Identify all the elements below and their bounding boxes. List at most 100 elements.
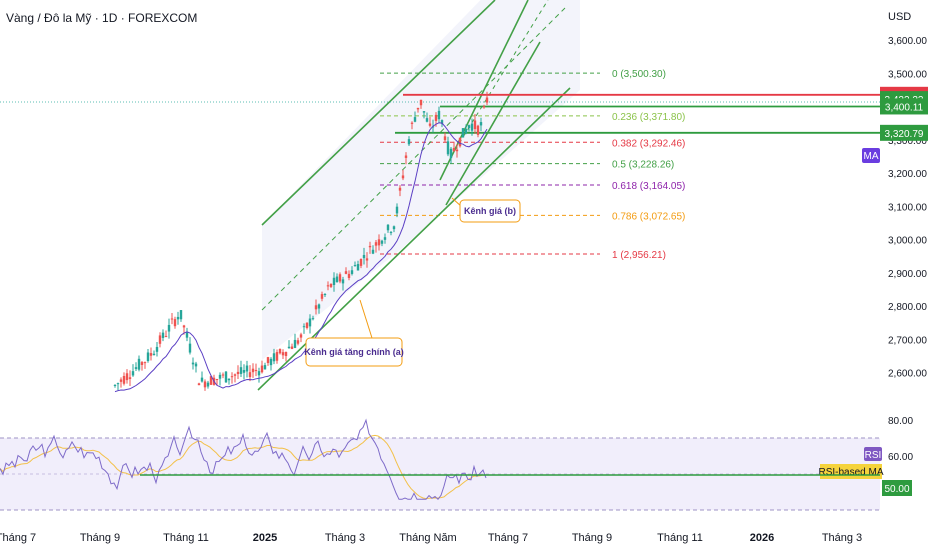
price-tick: 2,600.00: [888, 369, 927, 380]
candle-body: [482, 106, 486, 108]
candle-body: [119, 379, 123, 382]
ma-line: [114, 122, 488, 393]
candle-body: [416, 107, 420, 110]
candle-body: [455, 149, 459, 152]
callout-b[interactable]: Kênh giá (b): [451, 197, 521, 223]
time-tick: Tháng 9: [572, 532, 612, 544]
callout-a-text: Kênh giá tăng chính (a): [304, 347, 404, 357]
trendline-upper[interactable]: [261, 0, 496, 226]
time-tick: 2026: [750, 532, 774, 544]
candle-body: [176, 316, 180, 320]
callout-a[interactable]: Kênh giá tăng chính (a): [304, 299, 404, 367]
candle-body: [461, 128, 465, 138]
candle-body: [473, 120, 477, 130]
candle-body: [203, 381, 207, 388]
candle-body: [296, 340, 300, 344]
candle-body: [218, 374, 222, 379]
fib-label: 0.236 (3,371.80): [612, 112, 685, 123]
candle-body: [191, 362, 195, 365]
time-tick: Tháng 11: [163, 532, 209, 544]
candle-body: [188, 343, 192, 353]
candle-body: [122, 376, 126, 384]
candle-body: [479, 122, 483, 126]
candle-body: [371, 249, 375, 254]
time-tick: Tháng 3: [822, 532, 862, 544]
time-tick: Tháng 9: [80, 532, 120, 544]
price-tag: [880, 98, 928, 115]
candle-body: [422, 111, 426, 113]
candle-body: [116, 383, 120, 385]
candle-body: [233, 374, 237, 376]
candle-body: [335, 276, 339, 283]
candle-body: [143, 362, 147, 364]
candle-body: [368, 245, 372, 248]
candle-body: [443, 136, 447, 141]
candle-body: [347, 273, 351, 278]
trendline-b-lower[interactable]: [445, 41, 541, 206]
candle-body: [254, 370, 258, 372]
candle-body: [251, 368, 255, 373]
price-tick: 3,500.00: [888, 69, 927, 80]
candle-body: [290, 346, 294, 349]
candle-body: [437, 110, 441, 120]
candle-body: [407, 139, 411, 145]
price-tick: 3,300.00: [888, 136, 927, 147]
candle-body: [386, 224, 390, 231]
candle-body: [242, 370, 246, 373]
price-tag-label: 3,320.79: [885, 129, 924, 140]
candle-body: [323, 294, 327, 296]
candle-body: [230, 376, 234, 378]
candle-body: [155, 346, 159, 352]
candle-body: [200, 377, 204, 382]
candle-body: [158, 335, 162, 344]
candle-body: [434, 114, 438, 121]
fib-label: 0.618 (3,164.05): [612, 181, 685, 192]
channel-shade: [262, 0, 580, 360]
candle-body: [260, 365, 264, 373]
candle-body: [413, 117, 417, 122]
candle-body: [446, 141, 450, 155]
candle-body: [149, 353, 153, 356]
candle-body: [470, 123, 474, 131]
candle-body: [182, 325, 186, 328]
ma-tag: [862, 148, 880, 163]
candle-body: [269, 358, 273, 366]
candle-body: [365, 258, 369, 261]
candle-body: [131, 371, 135, 376]
candle-body: [476, 125, 480, 135]
candle-body: [173, 319, 177, 327]
candle-body: [161, 332, 165, 338]
candle-body: [383, 237, 387, 240]
rsi-tag-label: RSI: [865, 450, 882, 461]
candle-body: [341, 279, 345, 284]
candle-body: [380, 240, 384, 244]
price-tag: [880, 124, 928, 141]
candle-body: [302, 326, 306, 328]
candle-body: [308, 318, 312, 327]
candle-body: [113, 384, 117, 386]
candle-body: [281, 352, 285, 356]
candle-body: [449, 148, 453, 159]
candle-body: [209, 376, 213, 385]
candle-body: [374, 242, 378, 246]
rsi-tick: 80.00: [888, 416, 913, 427]
candle-body: [464, 128, 468, 134]
price-tag-label: 3,400.11: [885, 102, 924, 113]
time-tick: Tháng 11: [657, 532, 703, 544]
price-tick: 2,800.00: [888, 302, 927, 313]
candle-body: [320, 294, 324, 299]
candle-body: [293, 339, 297, 348]
candle-body: [140, 362, 144, 365]
fib-label: 0.5 (3,228.26): [612, 160, 674, 171]
candle-body: [221, 374, 225, 376]
trendline-b-dashed: [454, 0, 549, 151]
candle-body: [344, 271, 348, 274]
time-tick: Tháng Năm: [399, 532, 456, 544]
candle-body: [350, 270, 354, 274]
time-tick: Tháng 3: [325, 532, 365, 544]
chart-title: Vàng / Đô la Mỹ · 1D · FOREXCOM: [6, 11, 198, 25]
ma-tag-label: MA: [864, 151, 879, 162]
fib-label: 0.786 (3,072.65): [612, 211, 685, 222]
candle-body: [398, 187, 402, 191]
